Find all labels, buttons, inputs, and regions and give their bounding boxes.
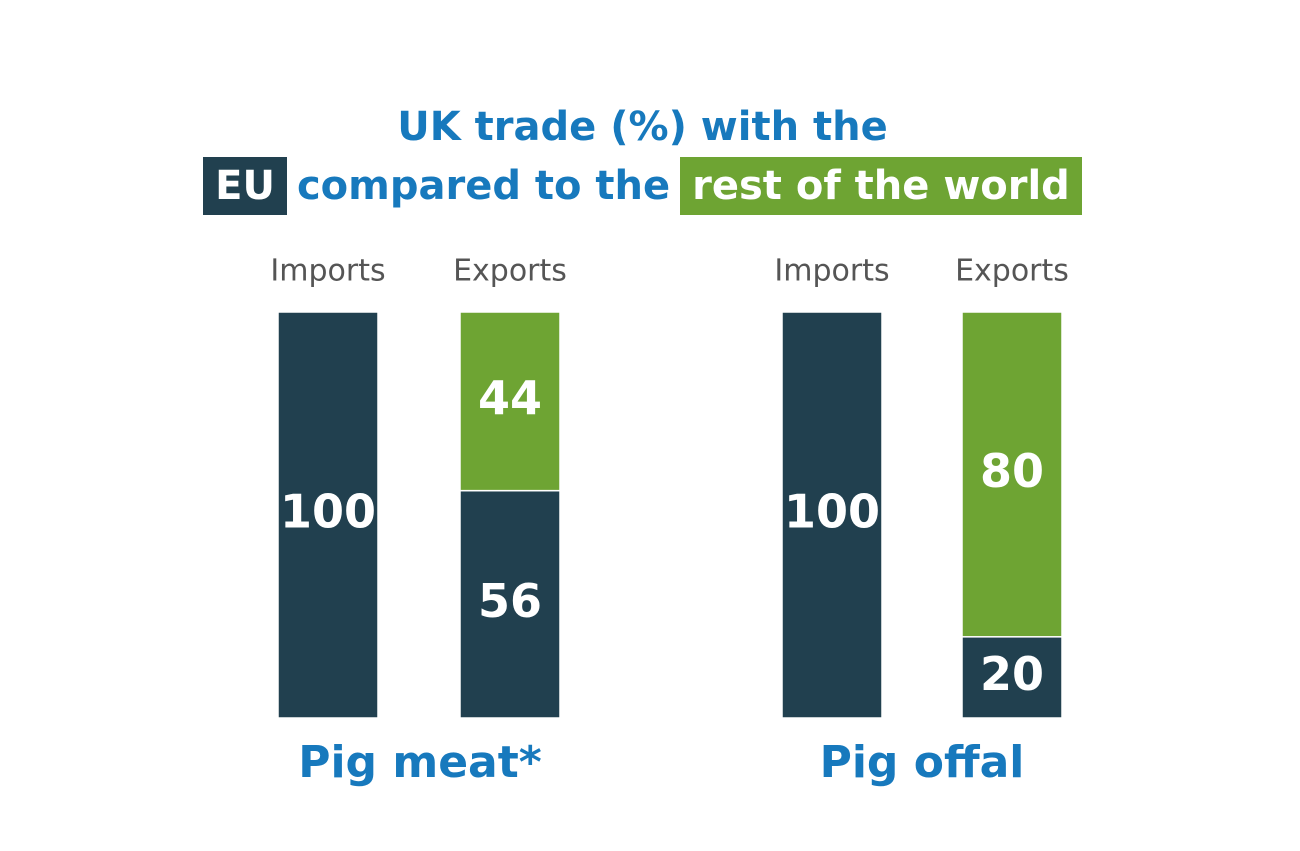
bar-segment — [961, 311, 1063, 638]
value-label: 100 — [784, 485, 880, 539]
category-label: Exports — [453, 254, 567, 289]
value-label: 44 — [478, 371, 542, 425]
category-label: Imports — [774, 254, 889, 289]
category-label: Exports — [955, 254, 1069, 289]
chart-title: Pig offal — [820, 737, 1025, 788]
bar-segment — [961, 636, 1063, 719]
bar-segment — [277, 311, 379, 719]
value-label: 56 — [478, 574, 542, 628]
legend-entry: rest of the world — [680, 157, 1082, 215]
legend-entry: EU — [203, 157, 287, 215]
bar-segment — [459, 311, 561, 492]
category-label: Imports — [270, 254, 385, 289]
title: UK trade (%) with the — [397, 104, 888, 150]
value-label: 20 — [980, 647, 1044, 701]
bar-segment — [781, 311, 883, 719]
title-legend: EU compared to the rest of the world — [0, 157, 1285, 215]
value-label: 80 — [980, 444, 1044, 498]
title: compared to the — [296, 163, 671, 209]
chart-title: Pig meat* — [298, 737, 542, 788]
value-label: 100 — [280, 485, 376, 539]
